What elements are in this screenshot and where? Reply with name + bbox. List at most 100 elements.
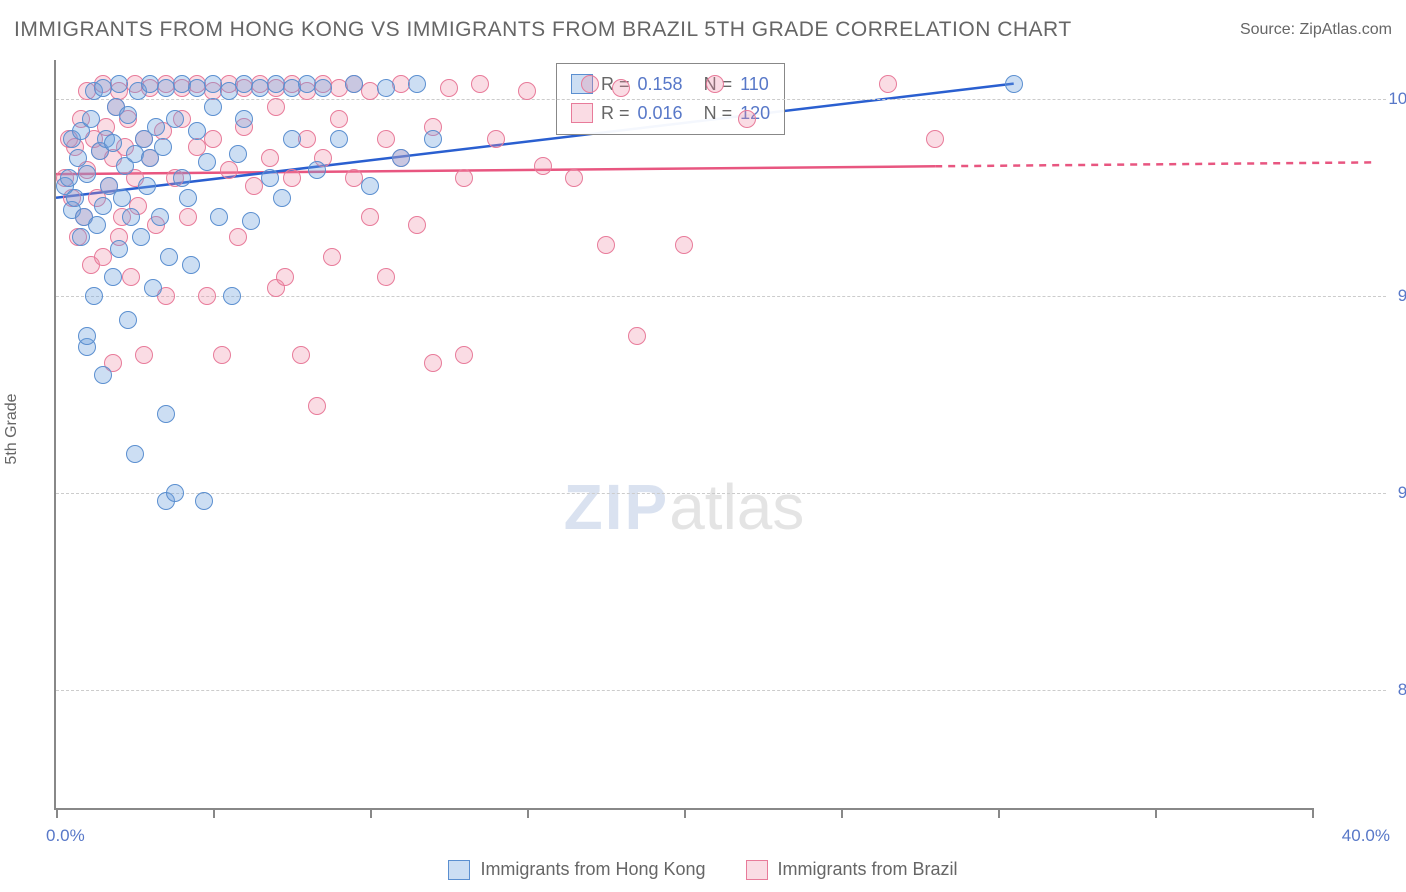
scatter-point-br [612, 79, 630, 97]
scatter-point-br [135, 346, 153, 364]
watermark: ZIPatlas [564, 470, 805, 544]
scatter-point-br [581, 75, 599, 93]
scatter-point-br [926, 130, 944, 148]
scatter-point-br [628, 327, 646, 345]
scatter-point-hk [424, 130, 442, 148]
scatter-point-hk [72, 228, 90, 246]
n-label: N = [704, 99, 733, 128]
scatter-point-br [261, 149, 279, 167]
scatter-point-hk [147, 118, 165, 136]
scatter-point-hk [345, 75, 363, 93]
scatter-point-br [298, 130, 316, 148]
scatter-point-hk [66, 189, 84, 207]
r-value-hk: 0.158 [638, 70, 683, 99]
scatter-point-br [565, 169, 583, 187]
gridline [56, 690, 1386, 691]
scatter-point-br [213, 346, 231, 364]
scatter-point-hk [204, 98, 222, 116]
scatter-point-hk [273, 189, 291, 207]
x-tick [56, 808, 58, 818]
scatter-point-hk [261, 169, 279, 187]
plot-area: ZIPatlas R = 0.158 N = 110 R = 0.016 N =… [54, 60, 1312, 810]
scatter-point-hk [235, 110, 253, 128]
scatter-point-br [122, 268, 140, 286]
scatter-point-hk [314, 79, 332, 97]
x-axis-max-label: 40.0% [1342, 826, 1390, 846]
scatter-point-hk [166, 484, 184, 502]
scatter-point-br [408, 216, 426, 234]
y-tick-label: 100.0% [1376, 89, 1406, 109]
scatter-point-br [518, 82, 536, 100]
scatter-point-br [330, 110, 348, 128]
scatter-point-hk [229, 145, 247, 163]
scatter-point-hk [242, 212, 260, 230]
x-tick [370, 808, 372, 818]
x-tick [841, 808, 843, 818]
scatter-point-br [440, 79, 458, 97]
x-tick [1155, 808, 1157, 818]
scatter-point-br [675, 236, 693, 254]
scatter-point-hk [82, 110, 100, 128]
scatter-point-br [308, 397, 326, 415]
scatter-point-hk [283, 130, 301, 148]
scatter-point-hk [154, 138, 172, 156]
scatter-point-br [283, 169, 301, 187]
legend-item-br: Immigrants from Brazil [746, 859, 958, 880]
scatter-point-hk [94, 197, 112, 215]
scatter-point-hk [223, 287, 241, 305]
scatter-point-hk [157, 405, 175, 423]
swatch-br-icon [571, 103, 593, 123]
scatter-point-br [229, 228, 247, 246]
source-attribution: Source: ZipAtlas.com [1240, 21, 1392, 39]
scatter-point-hk [104, 134, 122, 152]
scatter-point-hk [78, 327, 96, 345]
scatter-point-br [267, 98, 285, 116]
scatter-point-br [204, 130, 222, 148]
scatter-point-hk [126, 445, 144, 463]
scatter-point-hk [408, 75, 426, 93]
scatter-point-br [179, 208, 197, 226]
scatter-point-hk [392, 149, 410, 167]
scatter-point-hk [144, 279, 162, 297]
regression-lines-layer [56, 60, 1312, 808]
watermark-part1: ZIP [564, 471, 670, 543]
stats-row-hk: R = 0.158 N = 110 [571, 70, 770, 99]
swatch-br-icon [746, 860, 768, 880]
scatter-point-br [377, 268, 395, 286]
scatter-point-br [487, 130, 505, 148]
scatter-point-br [424, 354, 442, 372]
scatter-point-hk [210, 208, 228, 226]
scatter-point-hk [119, 311, 137, 329]
gridline [56, 99, 1386, 100]
scatter-point-br [738, 110, 756, 128]
y-tick-label: 90.0% [1376, 483, 1406, 503]
scatter-point-hk [361, 177, 379, 195]
scatter-point-hk [88, 216, 106, 234]
watermark-part2: atlas [669, 471, 804, 543]
scatter-point-hk [85, 287, 103, 305]
chart-title: IMMIGRANTS FROM HONG KONG VS IMMIGRANTS … [14, 18, 1072, 42]
scatter-point-hk [138, 177, 156, 195]
scatter-point-hk [160, 248, 178, 266]
scatter-point-hk [60, 169, 78, 187]
scatter-point-br [198, 287, 216, 305]
bottom-legend: Immigrants from Hong Kong Immigrants fro… [0, 859, 1406, 880]
x-tick [213, 808, 215, 818]
scatter-point-hk [104, 268, 122, 286]
scatter-point-hk [308, 161, 326, 179]
scatter-point-hk [173, 169, 191, 187]
legend-item-hk: Immigrants from Hong Kong [448, 859, 705, 880]
scatter-point-hk [182, 256, 200, 274]
scatter-point-hk [113, 189, 131, 207]
scatter-point-hk [119, 106, 137, 124]
gridline [56, 493, 1386, 494]
scatter-point-br [377, 130, 395, 148]
r-value-br: 0.016 [638, 99, 683, 128]
swatch-hk-icon [448, 860, 470, 880]
scatter-point-br [879, 75, 897, 93]
scatter-point-br [323, 248, 341, 266]
scatter-point-hk [179, 189, 197, 207]
scatter-point-hk [198, 153, 216, 171]
scatter-point-br [471, 75, 489, 93]
x-tick [1312, 808, 1314, 818]
